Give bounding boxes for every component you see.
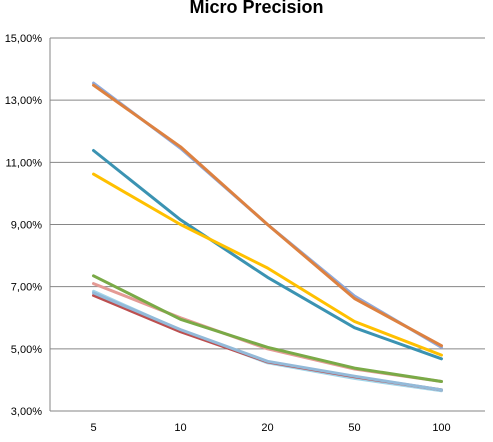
x-tick-label: 20 bbox=[261, 422, 273, 434]
y-tick-label: 7,00% bbox=[11, 282, 42, 294]
series-line-3 bbox=[92, 149, 443, 361]
x-tick-label: 5 bbox=[90, 422, 96, 434]
series-line-8 bbox=[92, 293, 443, 392]
x-tick-label: 10 bbox=[174, 422, 186, 434]
y-tick-label: 5,00% bbox=[11, 344, 42, 356]
series-line-5 bbox=[92, 282, 443, 383]
x-tick-labels: 5 10 20 50 100 bbox=[90, 422, 450, 434]
chart-title: Micro Precision bbox=[189, 0, 324, 17]
y-tick-label: 3,00% bbox=[11, 406, 42, 418]
x-tick-label: 100 bbox=[432, 422, 450, 434]
y-tick-label: 11,00% bbox=[6, 157, 43, 169]
axes bbox=[49, 38, 485, 412]
y-tick-labels: 3,00% 5,00% 7,00% 9,00% 11,00% 13,00% 15,00% bbox=[5, 33, 43, 418]
series-lines bbox=[92, 81, 443, 393]
y-tick-label: 9,00% bbox=[11, 220, 42, 232]
x-tick-label: 50 bbox=[348, 422, 360, 434]
y-tick-label: 13,00% bbox=[5, 95, 43, 107]
series-line-4 bbox=[92, 172, 443, 357]
series-line-2 bbox=[92, 83, 443, 348]
series-line-9 bbox=[92, 291, 443, 392]
series-line-6 bbox=[92, 274, 443, 383]
y-tick-label: 15,00% bbox=[5, 33, 43, 45]
